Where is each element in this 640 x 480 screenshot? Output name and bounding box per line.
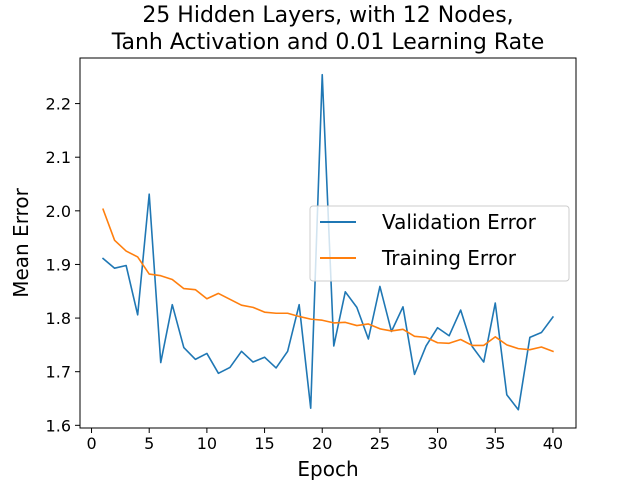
axes-frame [79, 57, 577, 429]
x-tick-label: 30 [427, 434, 447, 453]
y-tick-label: 2.2 [46, 95, 71, 114]
series-line-training-error [102, 208, 554, 353]
x-tick-label: 10 [197, 434, 217, 453]
legend-box [309, 205, 570, 282]
chart-title-line-2: Tanh Activation and 0.01 Learning Rate [111, 30, 545, 55]
legend-label-validation-error: Validation Error [382, 210, 537, 234]
x-tick-label: 0 [86, 434, 96, 453]
x-tick-label: 25 [370, 434, 390, 453]
legend-label-training-error: Training Error [381, 246, 517, 270]
y-tick-label: 1.8 [46, 309, 71, 328]
x-tick-label: 15 [254, 434, 274, 453]
x-tick-label: 5 [144, 434, 154, 453]
y-tick-label: 1.6 [46, 416, 71, 435]
x-axis-label: Epoch [297, 457, 358, 480]
y-tick-label: 2.0 [46, 202, 71, 221]
y-tick-label: 1.9 [46, 255, 71, 274]
y-tick-label: 2.1 [46, 148, 71, 167]
x-tick-label: 40 [543, 434, 563, 453]
y-axis-ticks: 1.6 1.7 1.8 1.9 2.0 2.1 2.2 [46, 95, 80, 435]
y-tick-label: 1.7 [46, 363, 71, 382]
y-axis-label: Mean Error [9, 187, 33, 297]
legend: Validation Error Training Error [309, 205, 570, 282]
x-axis-ticks: 0 5 10 15 20 25 30 35 40 [86, 428, 563, 453]
chart-title-line-1: 25 Hidden Layers, with 12 Nodes, [142, 3, 513, 28]
x-tick-label: 35 [485, 434, 505, 453]
x-tick-label: 20 [312, 434, 332, 453]
